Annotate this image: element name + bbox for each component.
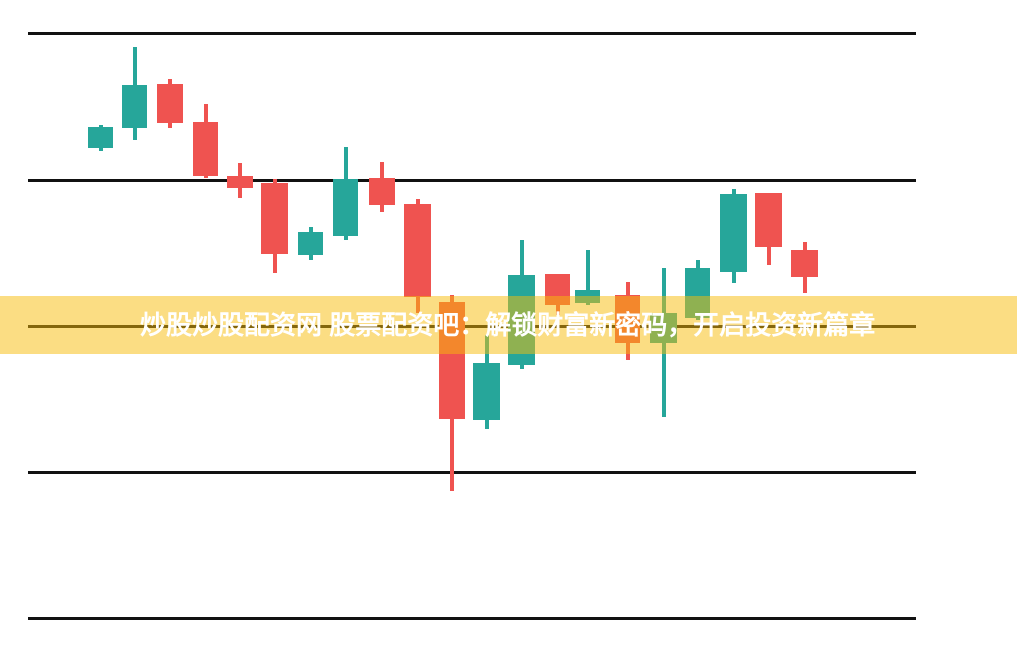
candle <box>404 204 431 297</box>
candle <box>791 250 818 277</box>
candle <box>720 194 747 272</box>
gridline <box>28 617 916 620</box>
banner: 炒股炒股配资网 股票配资吧：解锁财富新密码，开启投资新篇章 <box>0 296 1017 354</box>
candle <box>227 176 253 188</box>
candle <box>369 178 395 205</box>
candle <box>298 232 323 255</box>
candle <box>88 127 113 148</box>
candle <box>157 84 183 123</box>
gridline <box>28 32 916 35</box>
candle <box>473 363 500 420</box>
candle <box>122 85 147 128</box>
candle <box>333 179 358 236</box>
gridline <box>28 471 916 474</box>
banner-title: 炒股炒股配资网 股票配资吧：解锁财富新密码，开启投资新篇章 <box>140 310 876 340</box>
gridline <box>28 179 916 182</box>
candle-wick <box>585 250 590 305</box>
candle <box>261 183 288 254</box>
candle <box>193 122 218 176</box>
candle <box>755 193 782 247</box>
